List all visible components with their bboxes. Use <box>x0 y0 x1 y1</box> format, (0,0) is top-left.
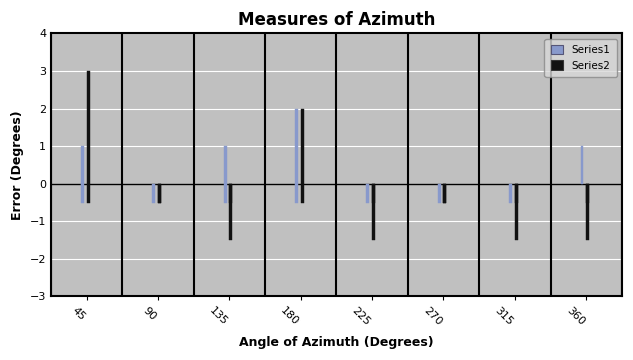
Bar <box>158 184 161 203</box>
Bar <box>301 184 304 203</box>
Bar <box>367 184 369 203</box>
Bar <box>295 184 298 203</box>
Bar <box>87 184 89 203</box>
Bar <box>158 184 161 203</box>
Bar <box>223 146 227 184</box>
Bar <box>295 109 298 184</box>
Y-axis label: Error (Degrees): Error (Degrees) <box>11 110 24 220</box>
Bar <box>229 184 232 203</box>
Bar <box>372 184 375 203</box>
X-axis label: Angle of Azimuth (Degrees): Angle of Azimuth (Degrees) <box>239 336 434 349</box>
Bar <box>444 184 446 203</box>
Bar <box>509 184 512 203</box>
Title: Measures of Azimuth: Measures of Azimuth <box>238 11 435 29</box>
Bar <box>153 184 155 203</box>
Bar <box>515 184 518 203</box>
Bar <box>223 184 227 203</box>
Bar <box>301 109 304 184</box>
Bar <box>580 146 584 184</box>
Bar <box>444 184 446 203</box>
Bar <box>229 184 232 240</box>
Bar <box>81 184 84 203</box>
Bar <box>515 184 518 240</box>
Bar <box>81 146 84 184</box>
Bar <box>87 71 89 184</box>
Legend: Series1, Series2: Series1, Series2 <box>544 39 617 77</box>
Bar <box>586 184 589 240</box>
Bar <box>438 184 441 203</box>
Bar <box>372 184 375 240</box>
Bar <box>586 184 589 203</box>
